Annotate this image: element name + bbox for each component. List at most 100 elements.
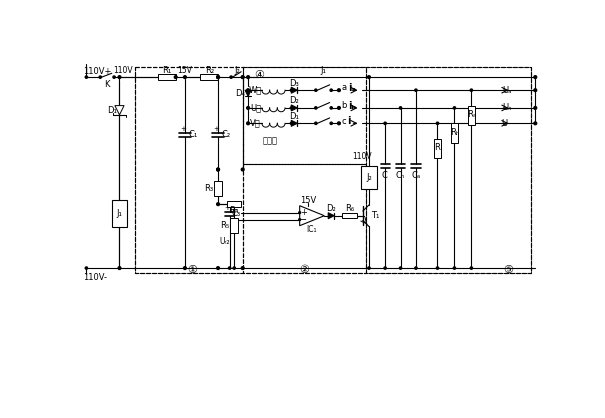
Text: 110V-: 110V-	[83, 273, 107, 282]
Circle shape	[368, 76, 370, 79]
Circle shape	[436, 267, 439, 269]
Text: 110V: 110V	[352, 152, 372, 161]
Text: C₁: C₁	[188, 130, 197, 139]
Circle shape	[453, 107, 456, 109]
Bar	[158, 74, 175, 80]
Text: c: c	[341, 117, 346, 125]
Circle shape	[470, 89, 473, 92]
Bar	[243, 164, 366, 273]
Text: C₃: C₃	[232, 209, 241, 218]
Circle shape	[183, 267, 186, 270]
Text: Uₐ: Uₐ	[502, 86, 512, 95]
Bar	[135, 67, 531, 273]
Bar	[231, 218, 238, 233]
Circle shape	[415, 267, 417, 269]
Text: iₐ: iₐ	[348, 83, 356, 93]
Text: J₂: J₂	[366, 173, 372, 182]
Text: ④: ④	[255, 70, 264, 80]
Bar	[214, 181, 222, 196]
Text: b: b	[341, 101, 347, 110]
Circle shape	[247, 76, 249, 79]
Circle shape	[241, 76, 244, 78]
Circle shape	[247, 122, 249, 125]
Circle shape	[217, 168, 220, 171]
Polygon shape	[115, 106, 124, 115]
Circle shape	[217, 76, 220, 79]
Circle shape	[330, 89, 332, 92]
Text: D₄: D₄	[235, 89, 246, 98]
Circle shape	[399, 267, 402, 269]
Circle shape	[233, 267, 235, 269]
Circle shape	[534, 122, 537, 125]
Text: R⁣: R⁣	[434, 143, 440, 153]
Text: D₂: D₂	[326, 204, 336, 213]
Text: Uᵣ₂: Uᵣ₂	[220, 237, 231, 246]
Circle shape	[368, 267, 370, 269]
Polygon shape	[291, 105, 297, 111]
Polygon shape	[299, 206, 324, 226]
Bar	[227, 201, 241, 207]
Circle shape	[217, 203, 220, 206]
Circle shape	[384, 122, 386, 125]
Text: +: +	[300, 208, 307, 217]
Circle shape	[384, 267, 386, 269]
Circle shape	[290, 122, 292, 124]
Text: V相: V相	[250, 119, 261, 128]
Circle shape	[453, 267, 456, 269]
Circle shape	[241, 168, 244, 171]
Text: W相: W相	[249, 86, 263, 95]
Circle shape	[230, 76, 232, 78]
Polygon shape	[291, 120, 297, 126]
Circle shape	[315, 107, 317, 109]
Text: 110V+: 110V+	[83, 67, 112, 76]
Circle shape	[99, 76, 102, 78]
Circle shape	[85, 76, 88, 78]
Circle shape	[217, 76, 220, 79]
Circle shape	[290, 107, 292, 109]
Text: ②: ②	[299, 265, 309, 275]
Text: a: a	[341, 83, 347, 92]
Bar	[361, 166, 377, 189]
Polygon shape	[328, 213, 335, 219]
Circle shape	[118, 76, 121, 79]
Circle shape	[299, 219, 301, 220]
Circle shape	[534, 76, 537, 79]
Circle shape	[470, 267, 473, 269]
Text: 15V: 15V	[177, 66, 192, 76]
Text: D₂: D₂	[289, 97, 299, 105]
Text: Cₐ: Cₐ	[411, 171, 420, 180]
Text: D₁: D₁	[107, 106, 117, 115]
Text: ⑤: ⑤	[503, 265, 513, 275]
Circle shape	[247, 107, 249, 109]
Text: Uₕ: Uₕ	[502, 103, 512, 112]
Circle shape	[534, 89, 537, 92]
Circle shape	[113, 76, 115, 78]
Text: ①: ①	[188, 265, 198, 275]
Text: R₆: R₆	[345, 204, 355, 213]
Text: Cₕ: Cₕ	[396, 171, 405, 180]
Text: R₅: R₅	[220, 221, 230, 230]
Circle shape	[174, 76, 177, 79]
Circle shape	[229, 267, 231, 269]
Circle shape	[217, 168, 220, 171]
Bar	[243, 67, 366, 164]
Circle shape	[183, 76, 186, 79]
Text: C₂: C₂	[221, 130, 231, 139]
Circle shape	[290, 89, 292, 91]
Text: D₁: D₁	[289, 112, 299, 121]
Text: C⁣: C⁣	[382, 171, 388, 180]
Text: D₃: D₃	[289, 79, 299, 88]
Circle shape	[330, 107, 332, 109]
Circle shape	[299, 212, 301, 214]
Circle shape	[338, 89, 341, 92]
Bar	[342, 213, 358, 218]
Text: J₁: J₁	[321, 66, 327, 76]
Bar	[200, 74, 218, 80]
Bar	[434, 139, 441, 158]
Text: Rₕ: Rₕ	[450, 128, 459, 137]
Circle shape	[217, 267, 220, 270]
Circle shape	[436, 122, 439, 125]
Bar	[451, 123, 458, 143]
Circle shape	[534, 107, 537, 109]
Text: R₁: R₁	[162, 66, 171, 76]
